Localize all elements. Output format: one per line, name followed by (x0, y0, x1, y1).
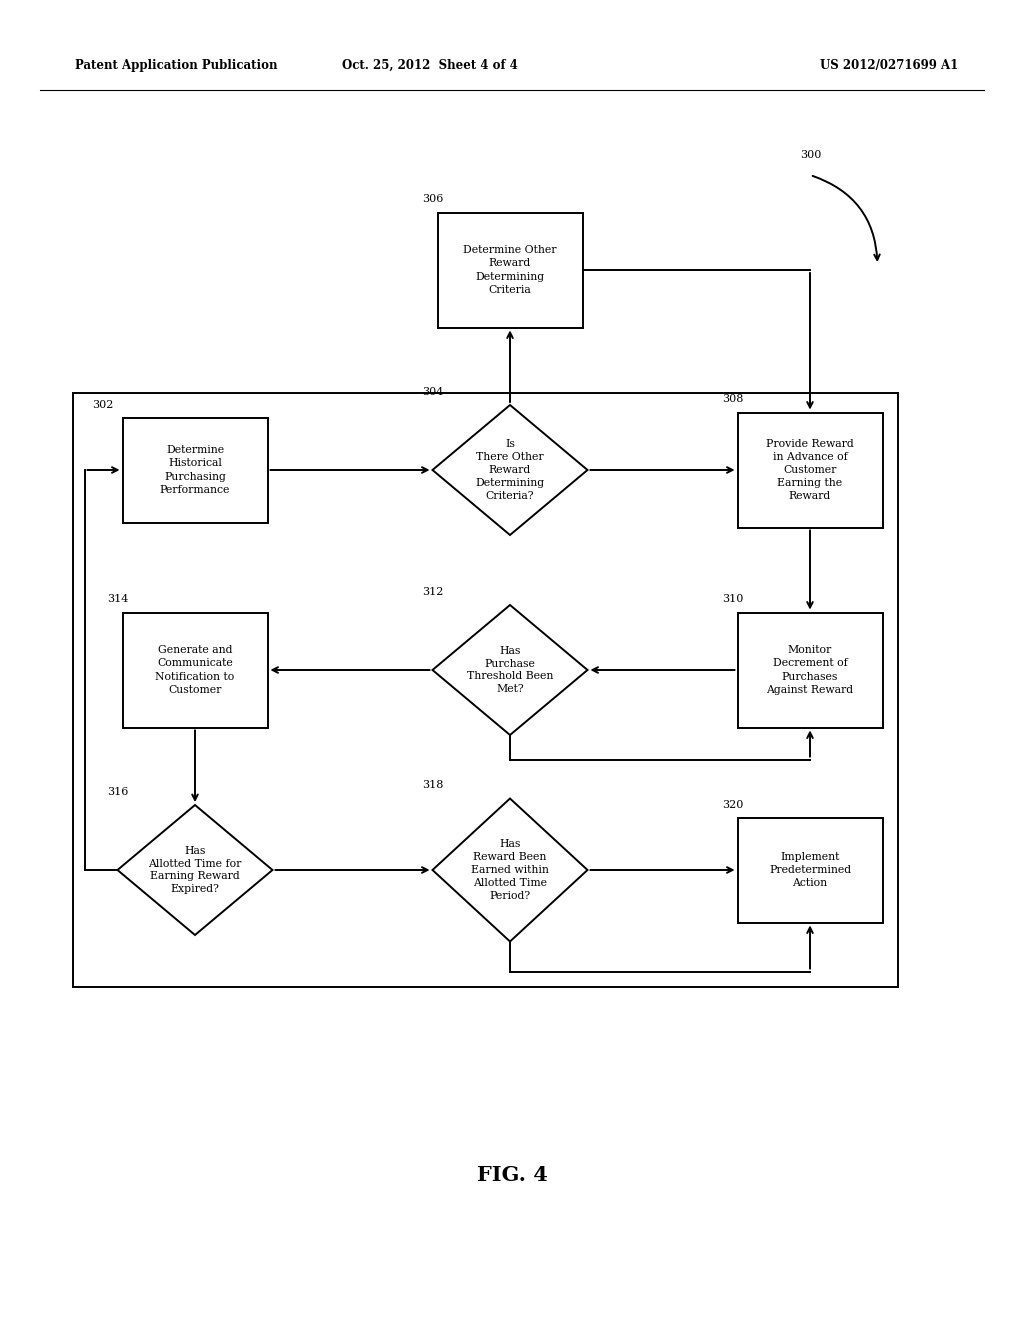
Text: 302: 302 (92, 400, 114, 409)
Bar (123, 417, 267, 523)
Text: 314: 314 (108, 594, 129, 605)
Bar (737, 612, 883, 727)
Text: Is
There Other
Reward
Determining
Criteria?: Is There Other Reward Determining Criter… (475, 440, 545, 500)
Text: Generate and
Communicate
Notification to
Customer: Generate and Communicate Notification to… (156, 645, 234, 694)
Text: 318: 318 (423, 780, 443, 791)
Text: Oct. 25, 2012  Sheet 4 of 4: Oct. 25, 2012 Sheet 4 of 4 (342, 58, 518, 71)
Text: 310: 310 (723, 594, 743, 605)
Text: US 2012/0271699 A1: US 2012/0271699 A1 (820, 58, 958, 71)
Text: Determine
Historical
Purchasing
Performance: Determine Historical Purchasing Performa… (160, 445, 230, 495)
Text: 312: 312 (423, 587, 443, 597)
Text: Has
Purchase
Threshold Been
Met?: Has Purchase Threshold Been Met? (467, 645, 553, 694)
Text: 300: 300 (800, 150, 821, 160)
Polygon shape (432, 405, 588, 535)
Text: 308: 308 (723, 395, 743, 404)
Text: Patent Application Publication: Patent Application Publication (75, 58, 278, 71)
Text: Implement
Predetermined
Action: Implement Predetermined Action (769, 851, 851, 888)
Text: Has
Reward Been
Earned within
Allotted Time
Period?: Has Reward Been Earned within Allotted T… (471, 840, 549, 900)
Bar (123, 612, 267, 727)
Text: FIG. 4: FIG. 4 (476, 1166, 548, 1185)
Text: 306: 306 (423, 194, 443, 205)
Polygon shape (118, 805, 272, 935)
Text: 320: 320 (723, 800, 743, 809)
Bar (73, 392, 897, 986)
Bar (737, 412, 883, 528)
Text: Determine Other
Reward
Determining
Criteria: Determine Other Reward Determining Crite… (463, 246, 557, 294)
Polygon shape (432, 605, 588, 735)
Polygon shape (432, 799, 588, 941)
Text: Monitor
Decrement of
Purchases
Against Reward: Monitor Decrement of Purchases Against R… (766, 645, 854, 694)
Bar (737, 817, 883, 923)
Text: Has
Allotted Time for
Earning Reward
Expired?: Has Allotted Time for Earning Reward Exp… (148, 846, 242, 894)
Bar (437, 213, 583, 327)
Text: 316: 316 (108, 787, 129, 797)
Text: 304: 304 (423, 387, 443, 397)
Text: Provide Reward
in Advance of
Customer
Earning the
Reward: Provide Reward in Advance of Customer Ea… (766, 438, 854, 502)
